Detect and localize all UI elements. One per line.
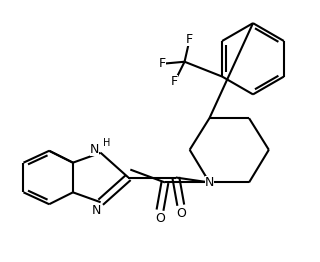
Text: F: F <box>186 34 193 46</box>
Text: O: O <box>155 212 165 225</box>
Text: N: N <box>205 176 214 189</box>
Text: F: F <box>171 75 178 88</box>
Text: F: F <box>159 57 166 70</box>
Text: N: N <box>90 143 100 156</box>
Text: O: O <box>176 207 186 220</box>
Text: H: H <box>103 138 110 148</box>
Text: N: N <box>92 204 101 217</box>
